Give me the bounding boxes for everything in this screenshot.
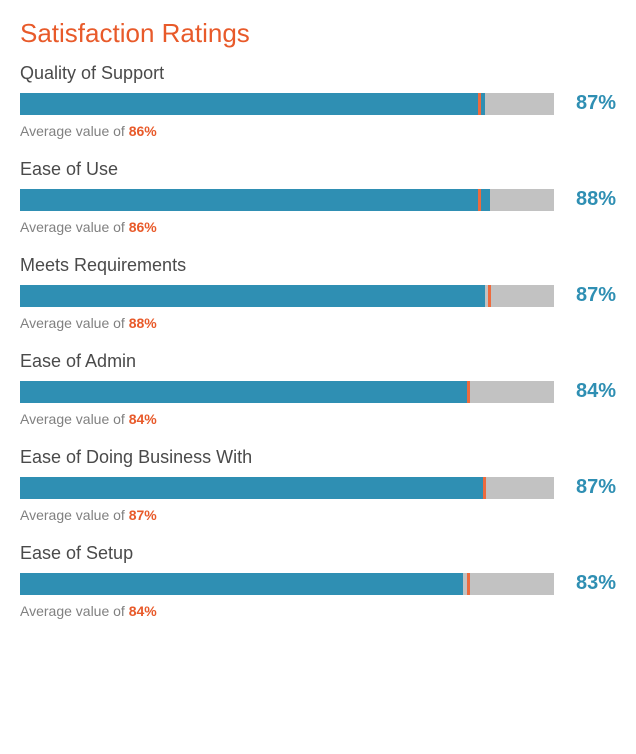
avg-line: Average value of 84%: [20, 411, 616, 427]
bar-fill: [20, 381, 469, 403]
avg-marker: [488, 285, 491, 307]
bar-row: 84%: [20, 380, 616, 403]
bar-track: [20, 189, 554, 211]
metric-value: 87%: [554, 92, 616, 115]
panel-title: Satisfaction Ratings: [20, 18, 616, 49]
avg-marker: [467, 573, 470, 595]
avg-line: Average value of 86%: [20, 219, 616, 235]
avg-prefix: Average value of: [20, 315, 129, 331]
avg-value: 87%: [129, 507, 157, 523]
avg-prefix: Average value of: [20, 123, 129, 139]
bar-fill: [20, 189, 490, 211]
avg-marker: [478, 189, 481, 211]
metric-label: Ease of Admin: [20, 351, 616, 372]
satisfaction-ratings-panel: Satisfaction Ratings Quality of Support 8…: [0, 0, 636, 659]
metric-value: 83%: [554, 572, 616, 595]
bar-fill: [20, 285, 485, 307]
metric-label: Ease of Use: [20, 159, 616, 180]
avg-prefix: Average value of: [20, 507, 129, 523]
bar-row: 87%: [20, 92, 616, 115]
bar-fill: [20, 573, 463, 595]
bar-track: [20, 477, 554, 499]
metric-row: Ease of Use 88% Average value of 86%: [20, 159, 616, 235]
avg-prefix: Average value of: [20, 603, 129, 619]
bar-fill: [20, 477, 485, 499]
bar-track: [20, 285, 554, 307]
bar-fill: [20, 93, 485, 115]
metric-label: Ease of Setup: [20, 543, 616, 564]
bar-track: [20, 381, 554, 403]
metric-value: 84%: [554, 380, 616, 403]
bar-track: [20, 93, 554, 115]
avg-marker: [467, 381, 470, 403]
bar-row: 88%: [20, 188, 616, 211]
avg-marker: [483, 477, 486, 499]
bar-row: 83%: [20, 572, 616, 595]
metric-label: Ease of Doing Business With: [20, 447, 616, 468]
avg-line: Average value of 87%: [20, 507, 616, 523]
metric-label: Meets Requirements: [20, 255, 616, 276]
metric-row: Ease of Setup 83% Average value of 84%: [20, 543, 616, 619]
metrics-list: Quality of Support87%Average value of 86…: [20, 63, 616, 619]
avg-line: Average value of 88%: [20, 315, 616, 331]
metric-row: Ease of Admin84%Average value of 84%: [20, 351, 616, 427]
bar-row: 87%: [20, 476, 616, 499]
metric-value: 87%: [554, 284, 616, 307]
metric-value: 87%: [554, 476, 616, 499]
avg-line: Average value of 84%: [20, 603, 616, 619]
metric-label: Quality of Support: [20, 63, 616, 84]
avg-value: 86%: [129, 123, 157, 139]
avg-line: Average value of 86%: [20, 123, 616, 139]
avg-prefix: Average value of: [20, 219, 129, 235]
metric-row: Ease of Doing Business With87%Average va…: [20, 447, 616, 523]
metric-value: 88%: [554, 188, 616, 211]
avg-value: 88%: [129, 315, 157, 331]
avg-prefix: Average value of: [20, 411, 129, 427]
avg-value: 84%: [129, 411, 157, 427]
bar-row: 87%: [20, 284, 616, 307]
metric-row: Meets Requirements 87% Average value of 88…: [20, 255, 616, 331]
avg-value: 84%: [129, 603, 157, 619]
avg-marker: [478, 93, 481, 115]
metric-row: Quality of Support 87% Average value of 86…: [20, 63, 616, 139]
bar-track: [20, 573, 554, 595]
avg-value: 86%: [129, 219, 157, 235]
